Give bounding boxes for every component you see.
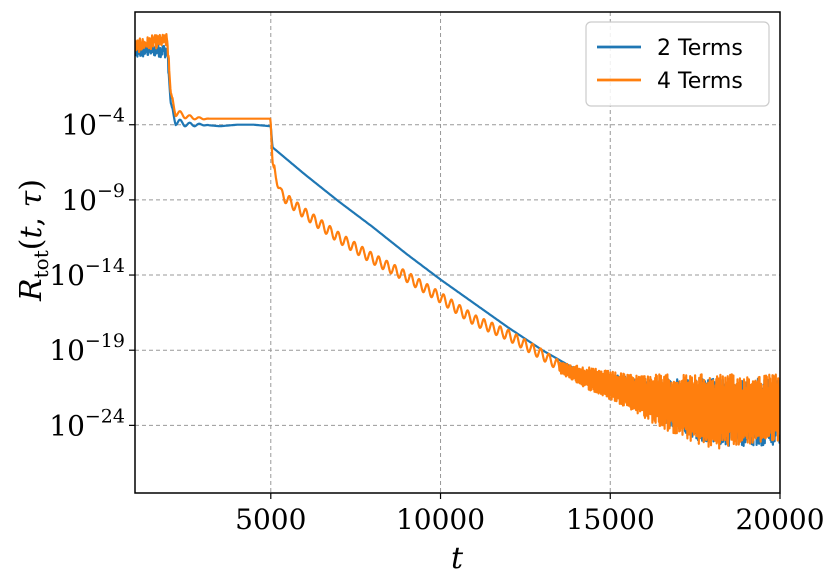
x-tick-label: 20000 — [735, 503, 824, 536]
legend-label-2-terms: 2 Terms — [657, 36, 743, 61]
svg-text:Rtot(t, τ): Rtot(t, τ) — [14, 179, 53, 302]
y-axis-label: Rtot(t, τ) — [14, 179, 53, 302]
x-axis-label: t — [451, 541, 464, 576]
y-tick-label: 10−19 — [49, 330, 125, 367]
series-layer — [135, 33, 780, 450]
plot-frame — [134, 11, 781, 494]
x-tick-label: 15000 — [566, 503, 655, 536]
series-line-4-terms — [135, 33, 780, 450]
y-tick-label: 10−14 — [49, 255, 125, 292]
legend-box — [585, 21, 770, 107]
y-axis-ticks: 10−4 10−9 10−14 10−19 10−24 — [49, 105, 135, 442]
y-tick-label: 10−4 — [61, 105, 125, 142]
x-tick-label: 5000 — [235, 503, 306, 536]
legend: 2 Terms 4 Terms — [585, 21, 770, 107]
y-tick-label: 10−24 — [49, 405, 125, 442]
y-tick-label: 10−9 — [61, 180, 125, 217]
legend-label-4-terms: 4 Terms — [657, 69, 743, 94]
x-tick-label: 10000 — [396, 503, 485, 536]
x-axis-ticks: 5000 10000 15000 20000 — [235, 493, 825, 536]
